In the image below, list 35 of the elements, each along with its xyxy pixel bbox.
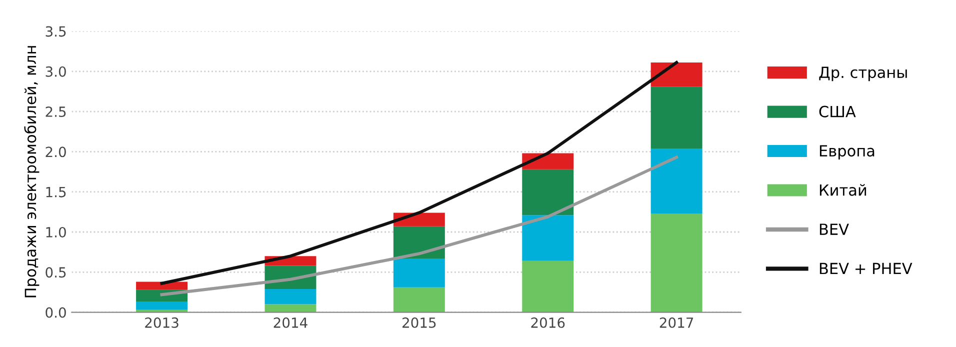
bar — [393, 226, 445, 258]
y-tick-label: 2.5 — [46, 106, 66, 118]
bar — [393, 258, 445, 288]
legend-label: Др. страны — [819, 66, 907, 82]
bar — [650, 214, 702, 312]
bar — [650, 62, 702, 87]
bar — [650, 148, 702, 214]
legend-label: BEV + PHEV — [820, 262, 912, 274]
x-tick-label: 2013 — [145, 317, 178, 328]
y-tick-label: 0.0 — [46, 307, 66, 318]
y-tick-label: 3.5 — [46, 26, 66, 37]
y-tick-label: 2.0 — [46, 146, 66, 158]
y-tick-label: 1.5 — [46, 186, 66, 198]
x-tick-label: 2015 — [402, 317, 436, 328]
legend-label: США — [819, 106, 856, 118]
x-tick-label: 2017 — [660, 317, 694, 328]
bar — [650, 86, 702, 148]
bar — [522, 260, 574, 312]
line-series — [160, 156, 678, 296]
legend-label: Европа — [820, 145, 874, 160]
y-tick-label: 3.0 — [46, 66, 66, 77]
line-series — [160, 61, 678, 285]
legend-label: Китай — [820, 184, 866, 196]
bar — [136, 282, 188, 290]
bar — [522, 169, 574, 216]
y-axis-title: Продажи электромобилей, млн — [24, 46, 40, 298]
x-tick-label: 2014 — [274, 317, 308, 328]
bar — [393, 287, 445, 312]
y-tick-label: 1.0 — [46, 226, 66, 238]
y-tick-label: 0.5 — [46, 267, 66, 278]
legend-label: BEV — [820, 224, 849, 235]
bar — [264, 289, 316, 304]
bar — [522, 215, 574, 261]
bar — [136, 302, 188, 310]
x-tick-label: 2016 — [531, 317, 565, 328]
